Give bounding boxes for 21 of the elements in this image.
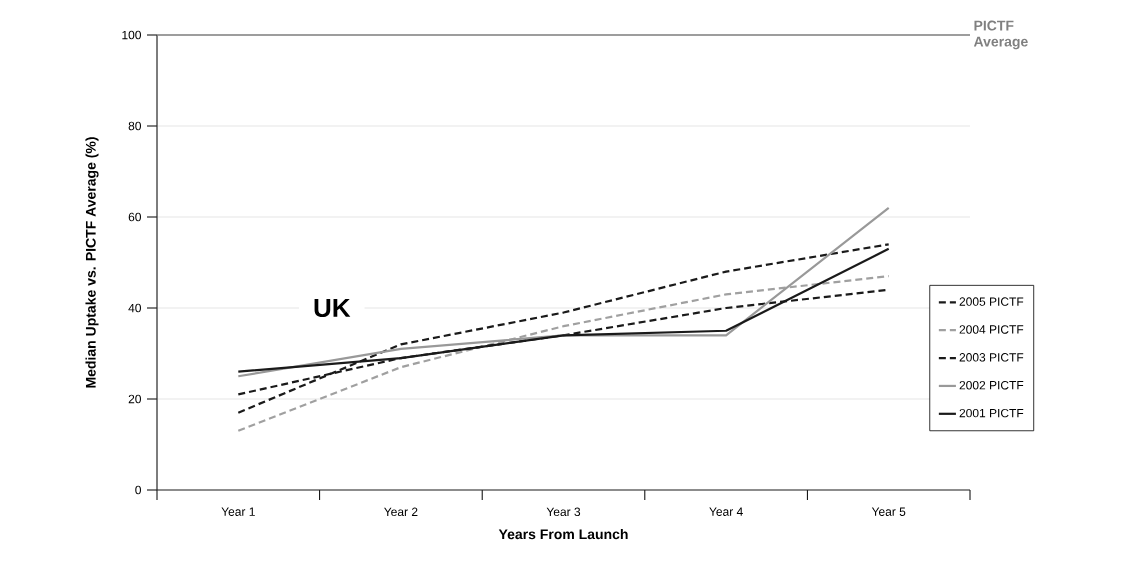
y-tick-label: 40: [128, 303, 141, 313]
annotation: UK: [314, 298, 351, 318]
legend-label: 2003 PICTF: [959, 353, 1024, 362]
x-tick-label: Year 1: [221, 507, 255, 516]
x-tick-label: Year 5: [871, 507, 906, 516]
y-tick-label: 0: [135, 485, 141, 495]
y-tick-label: 60: [128, 212, 141, 222]
y-axis-title: Median Uptake vs. PICTF Average (%): [85, 137, 99, 388]
x-tick-label: Year 2: [384, 507, 418, 517]
x-tick-label: Year 4: [709, 507, 743, 516]
legend-label: 2005 PICTF: [959, 297, 1024, 306]
legend-label: 2001 PICTF: [959, 408, 1024, 418]
y-tick-label: 80: [128, 121, 141, 131]
y-tick-label: 20: [128, 394, 141, 404]
y-tick-label: 100: [122, 30, 141, 40]
x-tick-label: Year 3: [546, 507, 581, 517]
line-series: [237, 243, 890, 414]
ref-line-label: PICTF Average: [973, 20, 1028, 50]
legend-label: 2004 PICTF: [959, 325, 1024, 334]
x-axis-title: Years From Launch: [498, 528, 628, 540]
legend-label: 2002 PICTF: [959, 381, 1024, 390]
